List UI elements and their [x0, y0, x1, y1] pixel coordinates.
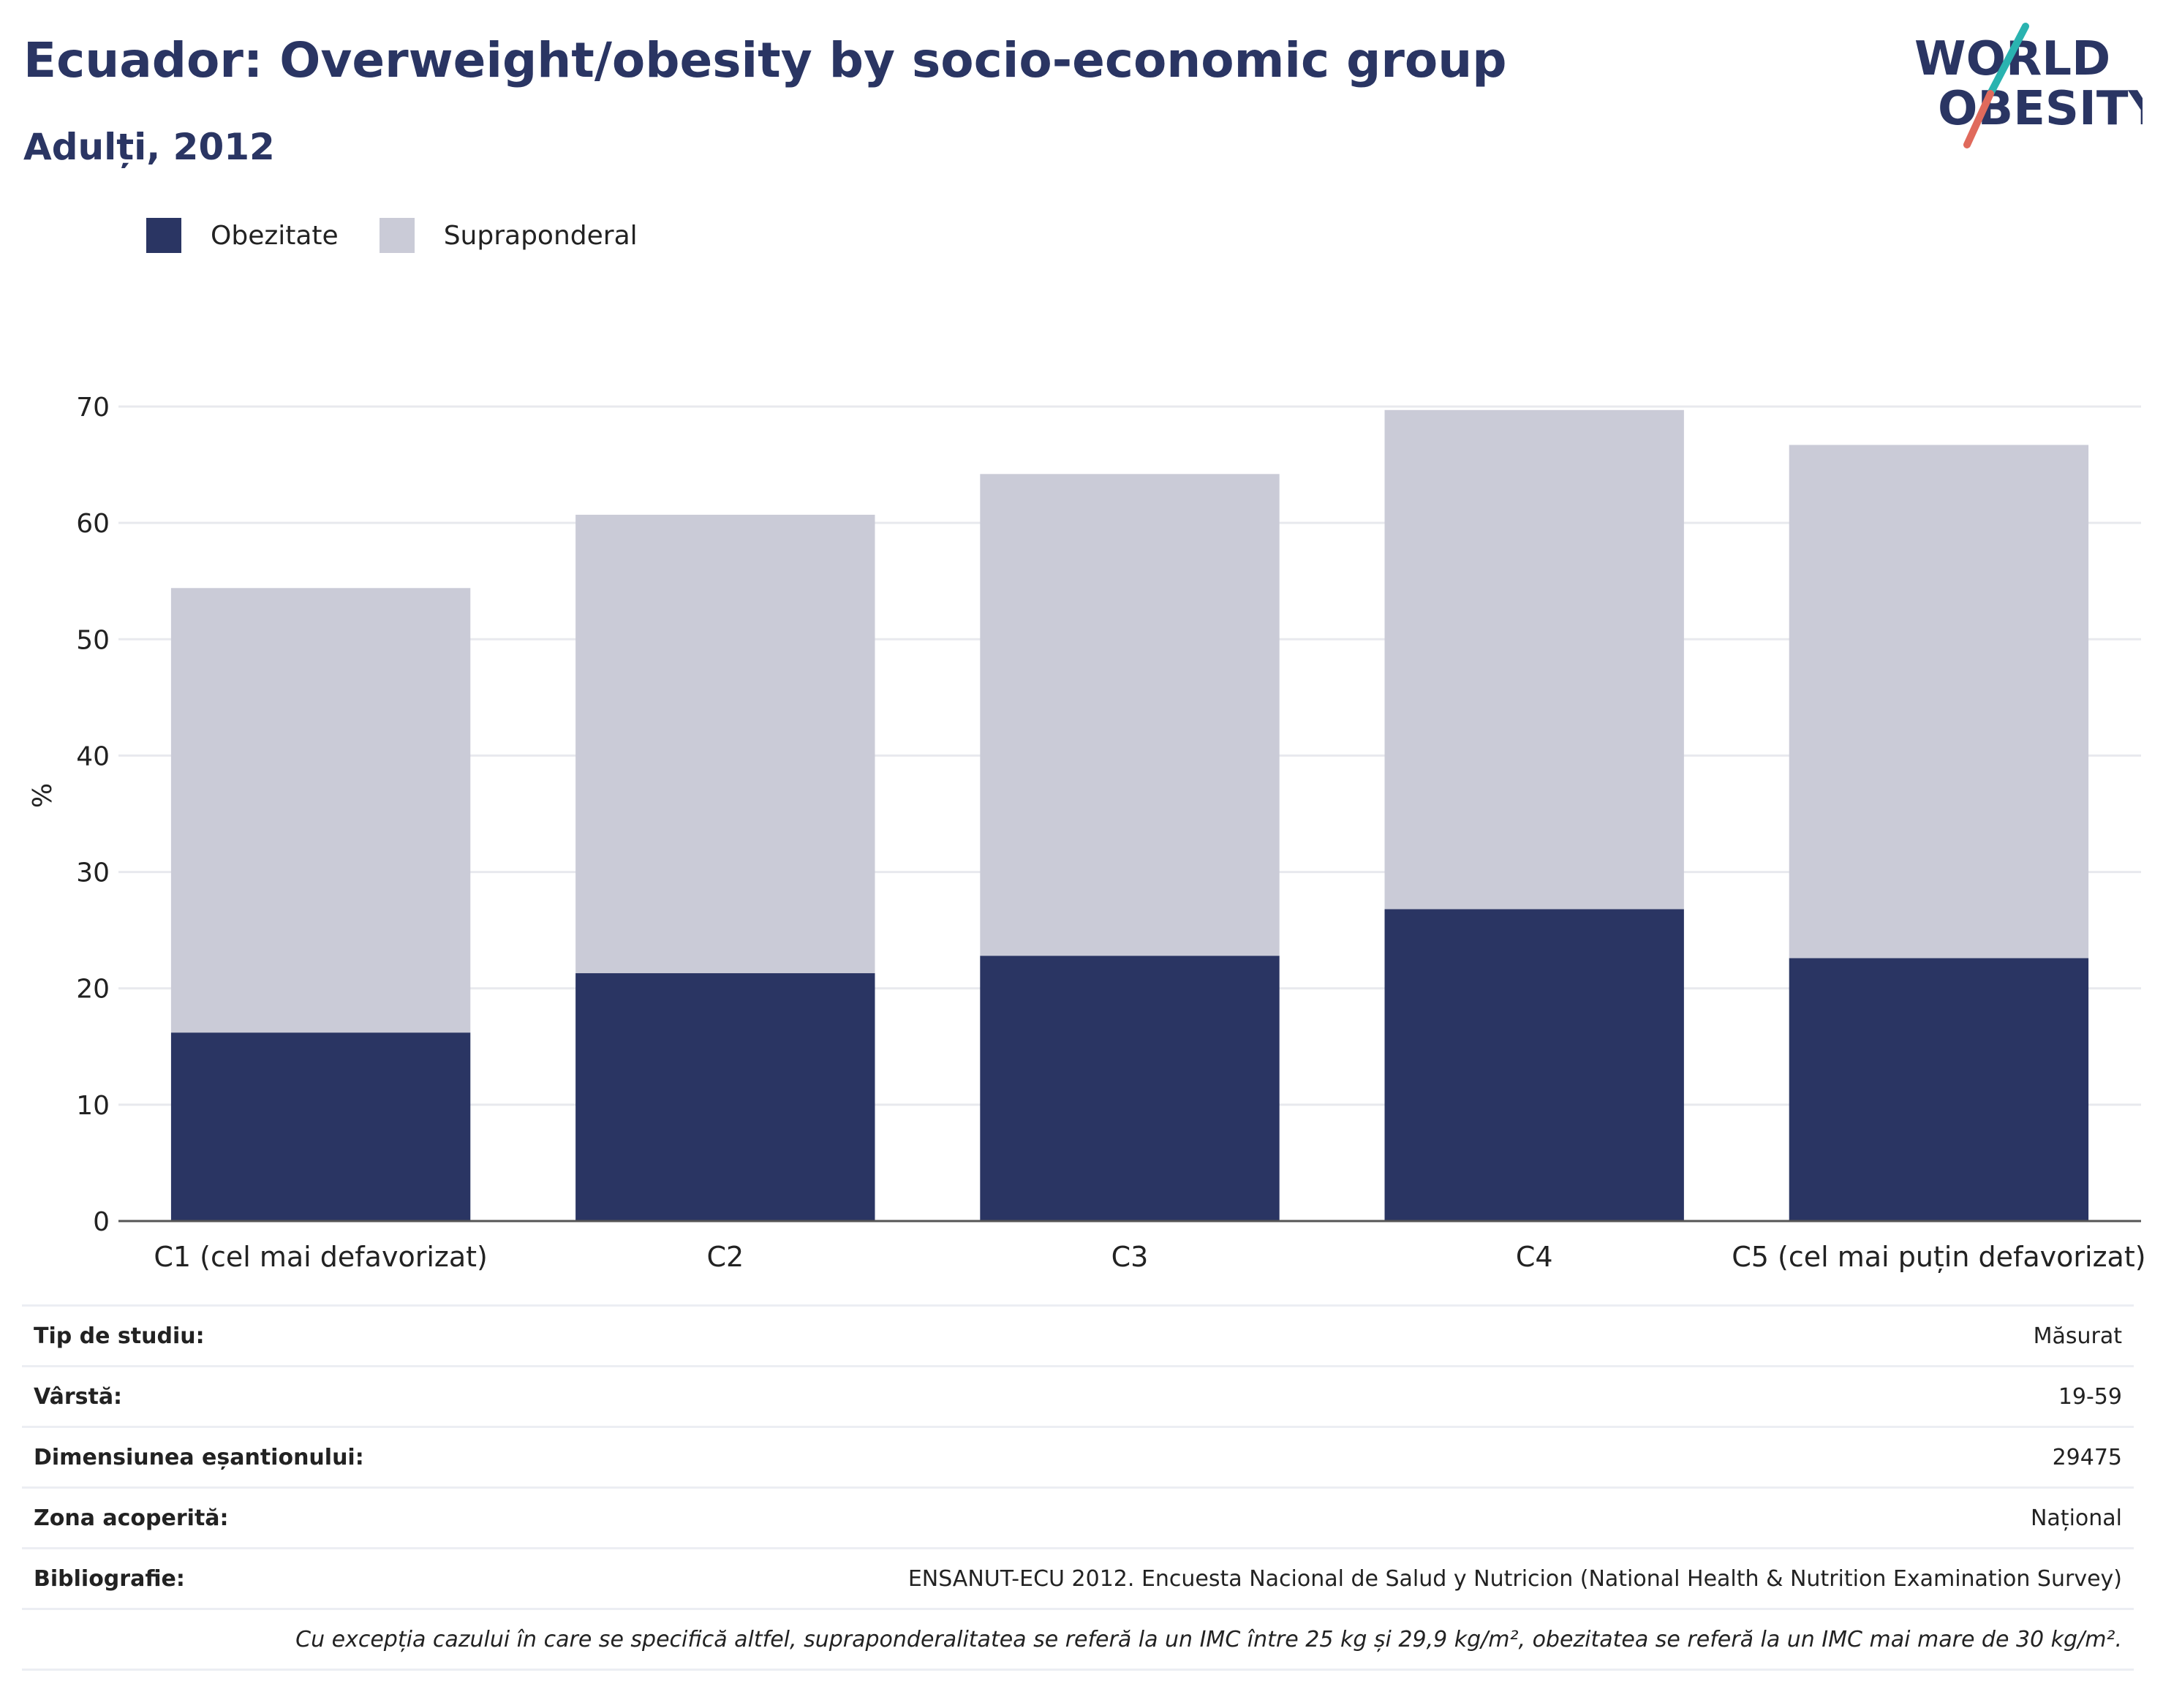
legend-swatch-overweight	[379, 218, 415, 253]
bar-overweight-4[interactable]	[1384, 409, 1684, 910]
y-tick-label: 30	[76, 858, 110, 888]
bar-overweight-5[interactable]	[1789, 445, 2089, 959]
meta-value: Național	[491, 1486, 2134, 1549]
meta-row: Zona acoperită: Național	[22, 1486, 2134, 1549]
legend-item-obesity[interactable]: Obezitate	[146, 218, 339, 253]
legend-label-obesity: Obezitate	[211, 220, 339, 251]
y-tick-label: 40	[76, 741, 110, 771]
meta-value: 19-59	[491, 1365, 2134, 1427]
legend-label-overweight: Supraponderal	[443, 220, 638, 251]
chart-title: Ecuador: Overweight/obesity by socio-eco…	[23, 32, 1507, 88]
bar-obesity-5[interactable]	[1789, 958, 2089, 1221]
note-row: Cu excepția cazului în care se specifică…	[22, 1608, 2134, 1671]
y-tick-label: 0	[93, 1207, 110, 1237]
y-tick-label: 70	[76, 393, 110, 423]
x-tick-label: C4	[1516, 1241, 1553, 1273]
meta-key: Vârstă:	[22, 1365, 491, 1427]
footnote: Cu excepția cazului în care se specifică…	[22, 1608, 2134, 1671]
legend-swatch-obesity	[146, 218, 181, 253]
bar-overweight-1[interactable]	[170, 588, 471, 1033]
meta-value: Măsurat	[491, 1304, 2134, 1367]
y-tick-label: 10	[76, 1091, 110, 1121]
bars	[170, 409, 2089, 1221]
x-tick-label: C3	[1111, 1241, 1149, 1273]
bar-obesity-1[interactable]	[170, 1032, 471, 1221]
meta-value: ENSANUT-ECU 2012. Encuesta Nacional de S…	[491, 1547, 2134, 1609]
chart-subtitle: Adulți, 2012	[23, 126, 275, 168]
y-tick-label: 60	[76, 509, 110, 539]
bar-overweight-3[interactable]	[980, 474, 1280, 956]
bar-obesity-3[interactable]	[980, 956, 1280, 1221]
stacked-bar-chart: 0 10 20 30 40 50 60 70 C1 (cel mai defavorizat) C…	[28, 393, 2146, 1273]
logo-slash-teal	[1987, 23, 2029, 97]
metadata-table: Tip de studiu: Măsurat Vârstă: 19-59 Dimensi…	[22, 1304, 2134, 1671]
meta-value: 29475	[491, 1426, 2134, 1488]
meta-row: Bibliografie: ENSANUT-ECU 2012. Encuesta …	[22, 1547, 2134, 1609]
y-axis-label: %	[28, 783, 58, 808]
meta-key: Bibliografie:	[22, 1547, 491, 1609]
meta-row: Tip de studiu: Măsurat	[22, 1304, 2134, 1367]
meta-key: Dimensiunea eșantionului:	[22, 1426, 491, 1488]
axes: 0 10 20 30 40 50 60 70 C1 (cel mai defavorizat) C…	[76, 393, 2145, 1273]
bar-overweight-2[interactable]	[575, 515, 875, 974]
bar-obesity-2[interactable]	[575, 973, 875, 1221]
x-tick-label: C2	[706, 1241, 744, 1273]
world-obesity-logo: WORLD OBESITY	[1914, 23, 2143, 148]
chart-legend: Obezitate Supraponderal	[146, 218, 679, 253]
logo-slash-coral	[1963, 90, 1994, 148]
y-tick-label: 20	[76, 975, 110, 1005]
meta-row: Dimensiunea eșantionului: 29475	[22, 1426, 2134, 1488]
bar-obesity-4[interactable]	[1384, 909, 1684, 1221]
meta-key: Tip de studiu:	[22, 1304, 491, 1367]
meta-row: Vârstă: 19-59	[22, 1365, 2134, 1427]
legend-item-overweight[interactable]: Supraponderal	[379, 218, 638, 253]
x-tick-label: C5 (cel mai puțin defavorizat)	[1732, 1241, 2145, 1273]
y-tick-label: 50	[76, 625, 110, 655]
x-tick-label: C1 (cel mai defavorizat)	[154, 1241, 488, 1273]
meta-key: Zona acoperită:	[22, 1486, 491, 1549]
